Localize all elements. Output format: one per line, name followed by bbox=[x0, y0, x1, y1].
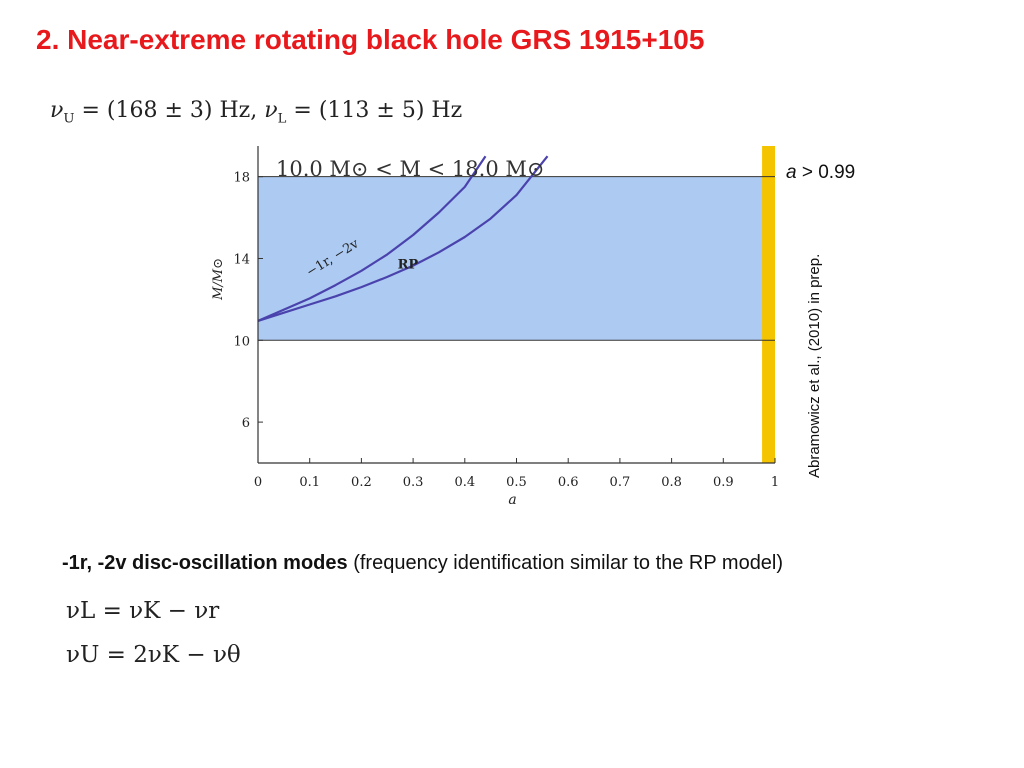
series-line-0 bbox=[257, 155, 487, 322]
y-tick-label: 18 bbox=[233, 171, 250, 186]
upper-subscript: U bbox=[63, 111, 75, 127]
x-tick-label: 0.5 bbox=[506, 475, 527, 490]
x-tick-label: 0.1 bbox=[299, 475, 320, 490]
spin-band bbox=[762, 146, 775, 463]
spin-threshold: > 0.99 bbox=[796, 162, 856, 183]
slide-title: 2. Near-extreme rotating black hole GRS … bbox=[36, 24, 705, 55]
x-tick-label: 0.6 bbox=[558, 475, 579, 490]
x-axis-label: a bbox=[508, 492, 516, 508]
lower-frequency-equation: νL = νK − νr bbox=[66, 598, 220, 624]
lower-frequency-value: = (113 ± 5) Hz bbox=[293, 98, 463, 123]
lower-subscript: L bbox=[277, 111, 287, 127]
frequency-equation: νU = (168 ± 3) Hz, νL = (113 ± 5) Hz bbox=[50, 98, 462, 126]
upper-nu-symbol: ν bbox=[50, 98, 64, 123]
x-tick-label: 0.8 bbox=[661, 475, 682, 490]
series-label-rp: RP bbox=[398, 258, 419, 273]
y-tick-label: 6 bbox=[242, 416, 250, 431]
modes-caption: -1r, -2v disc-oscillation modes (frequen… bbox=[62, 552, 783, 575]
x-tick-label: 0.7 bbox=[610, 475, 631, 490]
reference-note: Abramowicz et al., (2010) in prep. bbox=[806, 253, 823, 478]
mass-band bbox=[258, 176, 775, 341]
x-tick-label: 0.3 bbox=[403, 475, 424, 490]
upper-frequency-value: = (168 ± 3) Hz, bbox=[81, 98, 258, 123]
caption-rest: (frequency identification similar to the… bbox=[347, 552, 784, 574]
x-tick-label: 1 bbox=[771, 475, 779, 490]
x-tick-label: 0.9 bbox=[713, 475, 734, 490]
y-tick-label: 14 bbox=[233, 252, 250, 267]
spin-condition: a > 0.99 bbox=[786, 162, 855, 184]
upper-frequency-equation: νU = 2νK − νθ bbox=[66, 642, 241, 668]
x-tick-label: 0.4 bbox=[454, 475, 475, 490]
spin-variable: a bbox=[786, 162, 797, 183]
mass-band-label: 10.0 M⊙ < M < 18.0 M⊙ bbox=[276, 157, 544, 181]
x-tick-label: 0 bbox=[254, 475, 262, 490]
y-tick-label: 10 bbox=[233, 334, 250, 349]
x-tick-label: 0.2 bbox=[351, 475, 372, 490]
mass-spin-chart: 0 0.1 0.2 0.3 0.4 0.5 0.6 0.7 0.8 0.9 1 6 10 14 18 10.… bbox=[211, 146, 779, 508]
series-line-1 bbox=[257, 155, 549, 322]
y-axis-label: M/M⊙ bbox=[211, 258, 226, 301]
caption-bold: -1r, -2v disc-oscillation modes bbox=[62, 552, 348, 574]
lower-nu-symbol: ν bbox=[264, 98, 278, 123]
